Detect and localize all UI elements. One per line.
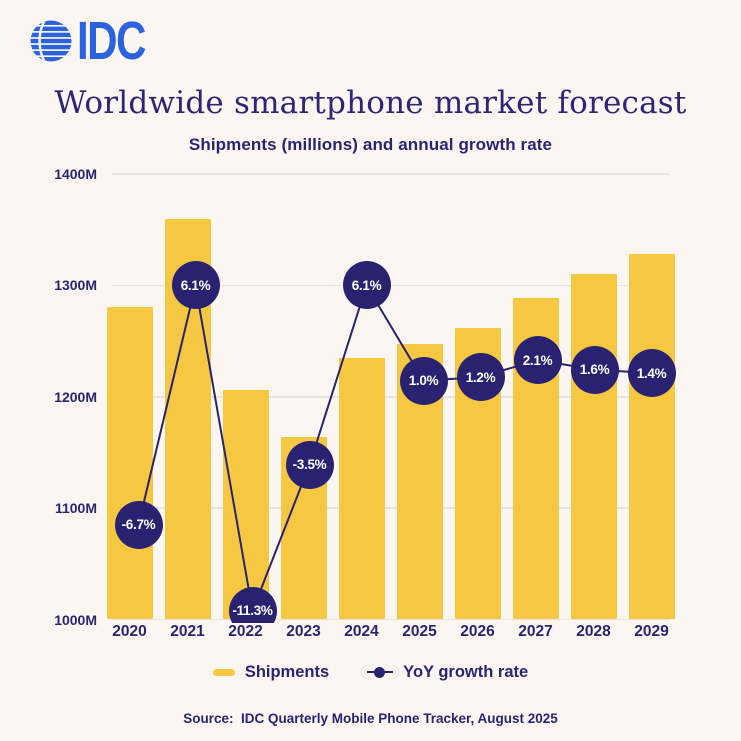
x-axis-category-label: 2024: [344, 623, 379, 640]
yoy-dot-line-icon: [367, 666, 394, 678]
x-axis-category-label: 2022: [228, 623, 263, 640]
growth-marker: 1.4%: [627, 349, 676, 398]
shipment-bar: [338, 357, 385, 620]
x-axis-category-label: 2026: [460, 623, 495, 640]
growth-marker: 6.1%: [171, 261, 220, 310]
growth-marker: -6.7%: [114, 500, 163, 549]
y-axis-tick-label: 1400M: [54, 166, 97, 182]
idc-globe-icon: [30, 20, 72, 62]
x-axis-category-label: 2028: [576, 623, 611, 640]
shipment-bar: [570, 274, 617, 620]
x-axis-category-label: 2027: [518, 623, 553, 640]
y-axis-tick-label: 1000M: [54, 611, 97, 628]
x-axis-category-label: 2029: [634, 623, 669, 640]
growth-marker: 6.1%: [342, 261, 391, 310]
legend-item-shipments: Shipments: [212, 662, 330, 682]
growth-line: [137, 282, 652, 615]
gridline: [112, 618, 670, 621]
legend-label-shipments: Shipments: [244, 662, 330, 681]
idc-logo-text: IDC: [77, 11, 146, 71]
x-axis-category-label: 2021: [170, 623, 205, 640]
page-subtitle: Shipments (millions) and annual growth r…: [188, 135, 553, 154]
growth-marker: -3.5%: [285, 440, 334, 489]
y-axis-tick-label: 1300M: [54, 277, 97, 294]
growth-marker: -11.3%: [228, 586, 277, 623]
legend-label-yoy: YoY growth rate: [403, 662, 529, 681]
shipment-bar: [628, 254, 675, 620]
growth-marker: 1.6%: [570, 345, 619, 394]
y-axis-tick-label: 1200M: [54, 388, 97, 405]
growth-marker: 1.0%: [399, 356, 448, 405]
gridline: [112, 396, 670, 398]
x-axis-category-label: 2020: [112, 623, 147, 640]
growth-marker: 2.1%: [513, 336, 562, 385]
source-note: Source: IDC Quarterly Mobile Phone Track…: [183, 711, 558, 726]
shipment-bar: [106, 306, 153, 620]
growth-line-layer: -6.7% 6.1% -11.3% -3.5% 6.1% 1.0% 1.2% 2.1% 1.6%…: [114, 261, 676, 623]
gridline: [112, 284, 670, 287]
idc-logo: IDC: [30, 11, 164, 71]
shipments-swatch-icon: [212, 668, 235, 676]
gridline: [112, 507, 670, 509]
growth-marker: 1.2%: [456, 353, 505, 402]
x-axis-category-label: 2025: [402, 623, 437, 640]
x-axis-category-label: 2023: [286, 623, 321, 640]
legend: Shipments YoY growth rate: [0, 660, 741, 684]
page-title: Worldwide smartphone market forecast: [54, 85, 687, 121]
y-axis-tick-label: 1100M: [54, 500, 97, 517]
gridline: [112, 173, 670, 175]
legend-item-yoy: YoY growth rate: [367, 663, 528, 682]
shipment-bar: [222, 390, 269, 620]
